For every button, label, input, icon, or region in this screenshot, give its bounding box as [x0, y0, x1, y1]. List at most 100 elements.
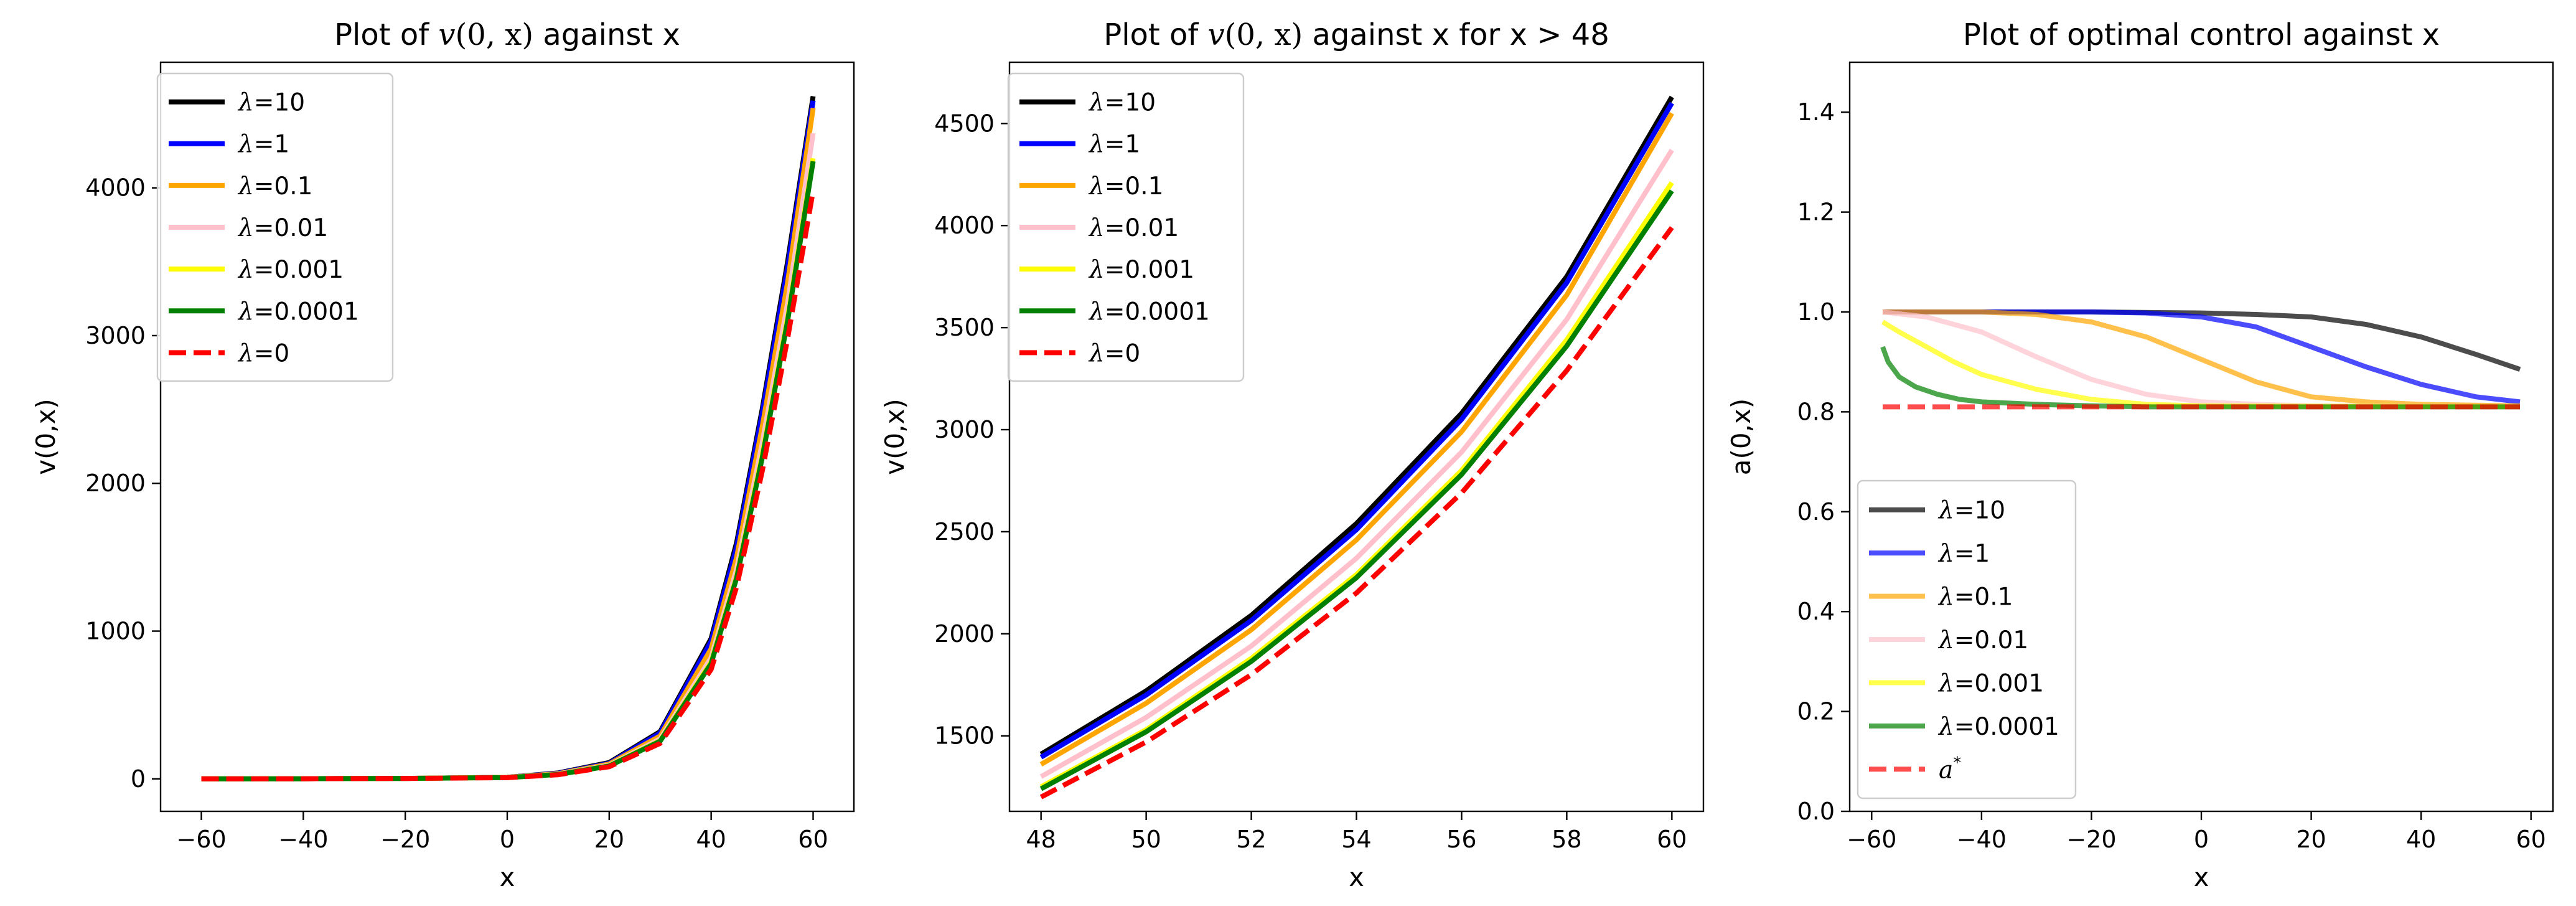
- legend-label: λ=10: [1088, 89, 1156, 117]
- series-line-0-1: [1039, 111, 1674, 767]
- series-line-0-0001: [1039, 189, 1674, 791]
- series-line-0: [1039, 226, 1674, 800]
- plot-frame: [159, 61, 855, 813]
- x-tick-label: 20: [594, 826, 624, 853]
- y-tick-label: 0.0: [1797, 798, 1835, 825]
- y-tick-label: 4000: [85, 174, 146, 202]
- x-tick-label: 54: [1341, 826, 1371, 853]
- legend-frame: [1857, 479, 2077, 800]
- series-line-0-001: [1881, 319, 2521, 410]
- y-tick-label: 0: [131, 765, 146, 793]
- legend-label: a*: [1939, 753, 1961, 784]
- y-tick-label: 3000: [934, 416, 995, 443]
- legend-label: λ=0: [1088, 339, 1140, 367]
- legend-label: λ=0.0001: [1937, 713, 2059, 741]
- legend-label: λ=10: [1937, 497, 2005, 525]
- legend-label: λ=0.1: [237, 172, 312, 201]
- chart-title: Plot of optimal control against x: [1963, 17, 2440, 52]
- plot-frame: [1848, 61, 2554, 813]
- x-tick-label: 40: [2406, 826, 2436, 853]
- x-tick-label: 0: [500, 826, 515, 853]
- legend-frame: [156, 72, 394, 382]
- legend-label: λ=1: [1937, 540, 1990, 568]
- x-tick-label: 0: [2194, 826, 2209, 853]
- series-line-10: [1039, 95, 1674, 757]
- chart-title-math: v: [1208, 17, 1225, 52]
- chart-title-math: v: [438, 17, 455, 52]
- legend-label: λ=0.0001: [1088, 298, 1210, 326]
- y-tick-label: 3000: [85, 322, 146, 349]
- y-tick-label: 4500: [934, 110, 995, 137]
- y-tick-label: 2500: [934, 518, 995, 545]
- chart-title-math-args: (0, x): [1225, 17, 1303, 52]
- chart-panel-value-function-zoom: Plot of v(0, x) against x for x > 48 48 50…: [879, 17, 1705, 892]
- legend-frame: [1007, 72, 1245, 382]
- plot-frame: [1008, 61, 1705, 813]
- y-tick-label: 1.0: [1797, 298, 1835, 326]
- legend-label: λ=0.01: [1937, 626, 2028, 654]
- y-tick-label: 0.8: [1797, 398, 1835, 425]
- x-tick-label: −60: [1847, 826, 1896, 853]
- x-tick-label: 20: [2296, 826, 2326, 853]
- x-tick-label: −60: [176, 826, 226, 853]
- series-line-0: [201, 190, 816, 781]
- y-tick-label: 0.2: [1797, 698, 1835, 725]
- y-tick-label: 2000: [934, 620, 995, 648]
- legend: λ=10 λ=1 λ=0.1 λ=0.01 λ=0.001 λ=0.0001 λ=0: [156, 72, 394, 382]
- legend-label: λ=10: [237, 89, 305, 117]
- series-line-0-1: [1883, 309, 2521, 408]
- x-tick-label: 56: [1446, 826, 1476, 853]
- legend-label: λ=1: [1088, 131, 1140, 159]
- x-tick-label: 50: [1131, 826, 1161, 853]
- x-tick-label: −20: [380, 826, 430, 853]
- legend-label: λ=0.01: [1088, 214, 1179, 242]
- chart-panel-value-function: Plot of v(0, x) against x −60 −40 −20 0 20 40 6…: [30, 17, 855, 892]
- chart-title-part: Plot of: [334, 17, 438, 52]
- y-axis-label: v(0,x): [30, 399, 61, 475]
- chart-title: Plot of v(0, x) against x: [334, 17, 680, 52]
- x-tick-label: 58: [1552, 826, 1581, 853]
- y-axis-label: v(0,x): [879, 399, 910, 475]
- y-tick-label: 1.4: [1797, 98, 1835, 126]
- legend-label: λ=0: [237, 339, 289, 367]
- legend: λ=10 λ=1 λ=0.1 λ=0.01 λ=0.001 λ=0.0001 λ=0: [1007, 72, 1245, 382]
- legend-label: λ=1: [237, 131, 289, 159]
- x-tick-label: −40: [278, 826, 328, 853]
- y-tick-label: 0.6: [1797, 498, 1835, 526]
- legend-label: λ=0.1: [1088, 172, 1163, 201]
- series-group: [1880, 309, 2521, 410]
- y-tick-label: 3500: [934, 314, 995, 341]
- series-group: [1039, 95, 1674, 800]
- legend: λ=10 λ=1 λ=0.1 λ=0.01 λ=0.001 λ=0.0001 a*: [1857, 479, 2077, 800]
- x-tick-label: 60: [1657, 826, 1687, 853]
- x-axis-label: x: [2194, 862, 2209, 892]
- y-tick-label: 2000: [85, 470, 146, 497]
- y-tick-label: 1500: [934, 722, 995, 750]
- x-tick-label: −40: [1957, 826, 2007, 853]
- x-tick-label: 52: [1236, 826, 1266, 853]
- chart-title-part: against x for x > 48: [1303, 17, 1609, 52]
- legend-label: λ=0.1: [1937, 583, 2013, 611]
- x-tick-label: 48: [1026, 826, 1056, 853]
- chart-title-math-args: (0, x): [455, 17, 533, 52]
- legend-label: λ=0.001: [237, 256, 344, 284]
- y-tick-label: 0.4: [1797, 598, 1835, 625]
- y-tick-label: 1.2: [1797, 199, 1835, 226]
- x-tick-label: 60: [798, 826, 828, 853]
- x-tick-label: −20: [2066, 826, 2116, 853]
- series-line-1: [1039, 101, 1674, 760]
- chart-title-part: Plot of: [1103, 17, 1207, 52]
- legend-label: λ=0.01: [237, 214, 328, 242]
- x-axis-label: x: [500, 862, 515, 892]
- x-tick-label: 40: [696, 826, 726, 853]
- y-axis-label: a(0,x): [1726, 399, 1756, 475]
- series-line-0-0001: [1880, 346, 2520, 410]
- chart-title: Plot of v(0, x) against x for x > 48: [1103, 17, 1609, 52]
- chart-panel-optimal-control: Plot of optimal control against x −60 −40 −…: [1726, 17, 2554, 892]
- series-group: [201, 95, 816, 781]
- x-tick-label: 60: [2516, 826, 2546, 853]
- y-tick-label: 1000: [85, 618, 146, 645]
- legend-label: λ=0.001: [1937, 669, 2044, 697]
- series-line-0-01: [1039, 148, 1674, 779]
- chart-title-part: against x: [533, 17, 680, 52]
